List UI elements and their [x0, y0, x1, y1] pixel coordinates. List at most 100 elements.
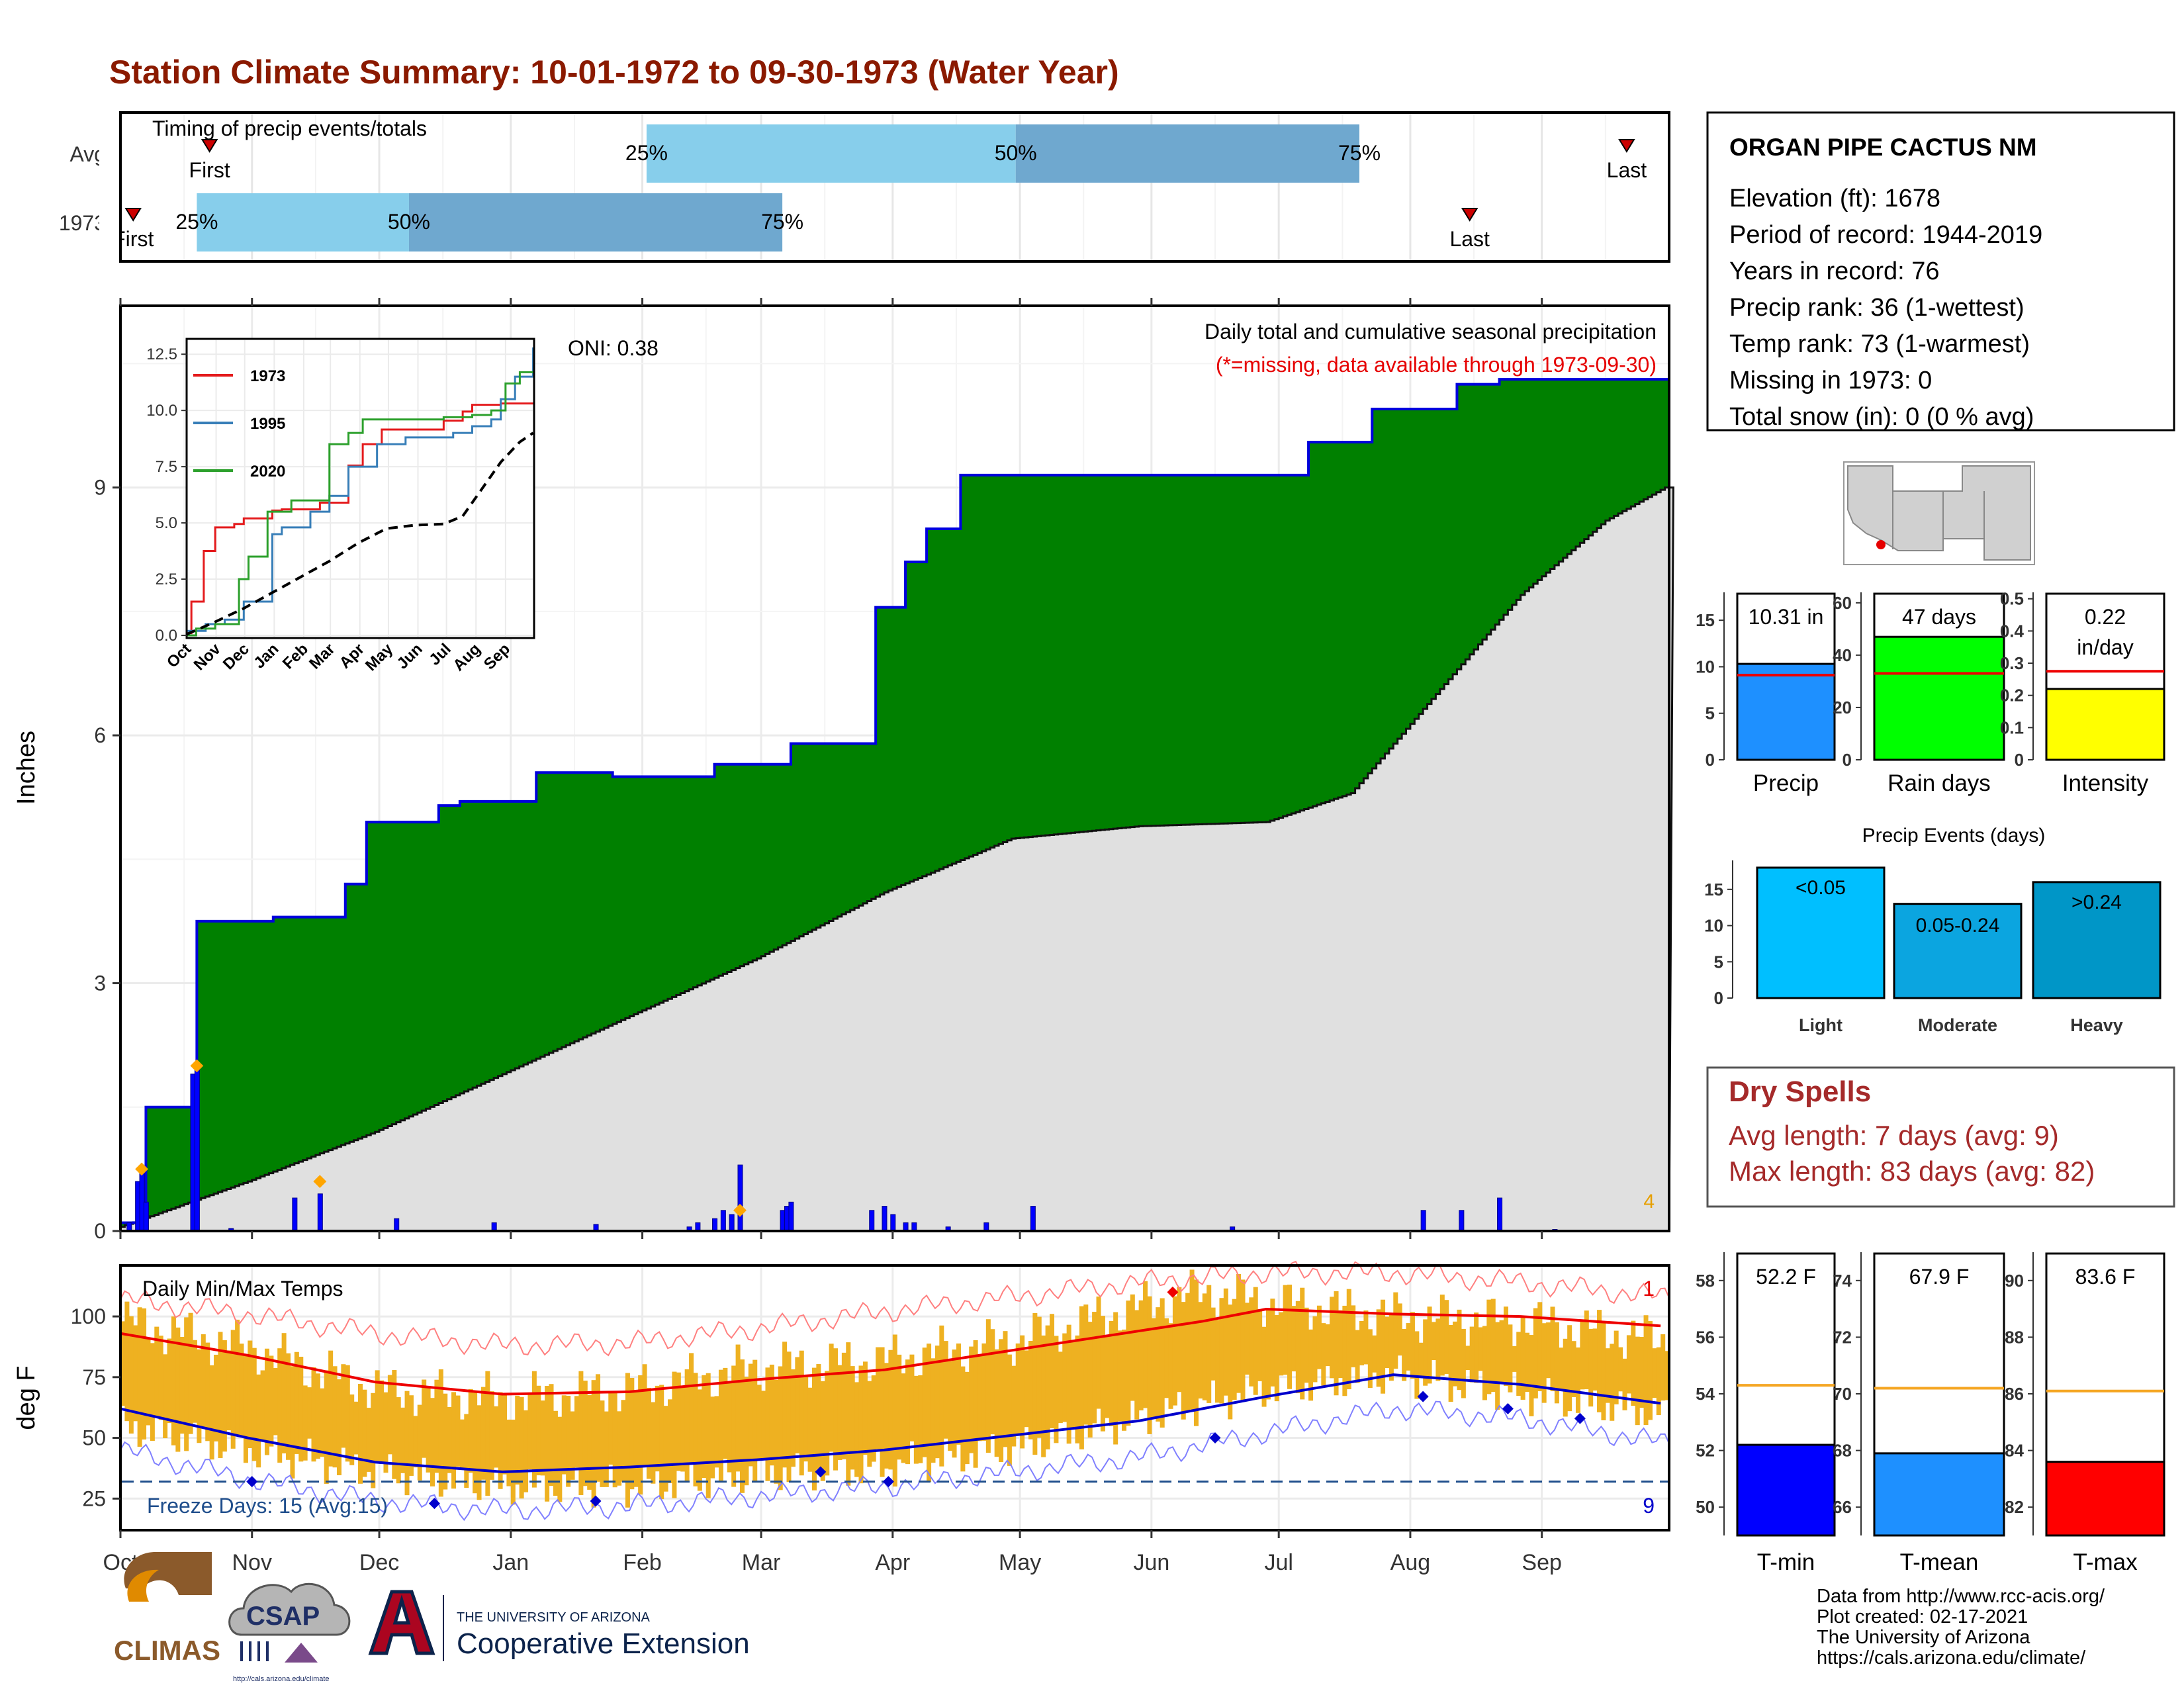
precip-events-bar-label-light: <0.05 [1796, 877, 1846, 899]
dry-spell-max-length: Max length: 83 days (avg: 82) [1729, 1156, 2095, 1187]
tmean-y-tick-label-1: 66 [1833, 1497, 1852, 1517]
temp-daily-bar [1105, 1335, 1110, 1418]
temp-daily-bar [1062, 1333, 1068, 1422]
temp-daily-bar [345, 1365, 350, 1462]
daily-precip-bar [1459, 1210, 1465, 1232]
inset-y-ticks: 0.0 2.5 5.0 7.5 10.0 12.5 [146, 345, 187, 645]
station-location-marker [1876, 540, 1886, 549]
temp-daily-bar [612, 1393, 617, 1488]
temp-daily-bar [617, 1411, 622, 1486]
precip-y-tick-label-9: 9 [94, 476, 106, 500]
tmean-y-tick-label-2: 86 [2005, 1384, 2024, 1404]
temp-daily-bar [1393, 1292, 1398, 1369]
timing-bars [197, 124, 1359, 251]
temp-daily-bar [1376, 1309, 1381, 1387]
temp-daily-bar [324, 1370, 329, 1484]
season-total-y-tick-label-2: 0.5 [2000, 589, 2024, 609]
temp-daily-bar [943, 1341, 948, 1439]
temp-daily-bar [1418, 1342, 1424, 1377]
precip-daily-bars [126, 1059, 1558, 1232]
temp-daily-bar [464, 1414, 469, 1488]
timing-row-label-1973: 1973 [59, 211, 106, 235]
temp-panel-title: Daily Min/Max Temps [142, 1277, 343, 1301]
temp-daily-bar [1066, 1324, 1071, 1444]
temp-daily-bar [1397, 1303, 1402, 1356]
precip-events-bar-heavy [2032, 881, 2161, 999]
temp-daily-bar [235, 1319, 240, 1436]
temp-daily-bar [332, 1366, 338, 1468]
temp-daily-bar [1406, 1323, 1411, 1371]
inset-y-tick-label: 7.5 [156, 458, 177, 476]
temp-daily-bar [1490, 1299, 1496, 1393]
temp-daily-bar [825, 1371, 830, 1476]
temp-daily-bar [226, 1350, 232, 1431]
temp-daily-bar [451, 1392, 457, 1489]
temp-y-tick-label-100: 100 [71, 1304, 106, 1328]
temp-daily-bar [154, 1326, 159, 1418]
dry-spells-frame [1706, 1066, 2175, 1208]
timing-left-mask [99, 113, 120, 261]
temp-daily-bar [1537, 1302, 1543, 1392]
temp-daily-bar [302, 1385, 308, 1461]
footer-line-university: The University of Arizona [1817, 1627, 2030, 1648]
temp-daily-bar [714, 1396, 719, 1468]
temp-daily-bar [697, 1389, 702, 1491]
temp-daily-bar [1054, 1336, 1059, 1443]
daily-precip-bar [788, 1201, 794, 1232]
temp-daily-bar [510, 1420, 516, 1505]
temp-x-tick-label-jul: Jul [1264, 1550, 1293, 1575]
tmean-y-tick-label-0: 54 [1696, 1384, 1715, 1404]
season-total-label-2: Intensity [2062, 770, 2149, 796]
temp-daily-bar [1614, 1330, 1619, 1404]
temp-daily-bar [142, 1308, 147, 1440]
season-total-y-tick-label-2: 0 [2015, 750, 2024, 770]
tmean-label-1: T-mean [1900, 1549, 1979, 1575]
temp-daily-bar [909, 1354, 915, 1441]
temp-daily-bar [871, 1375, 876, 1462]
csap-logo: CSAP http://cals.arizona.edu/climate [228, 1582, 351, 1683]
temp-daily-bar [1283, 1285, 1288, 1375]
daily-precip-bar [737, 1164, 743, 1232]
temp-daily-bar [519, 1396, 524, 1499]
temp-daily-bar [392, 1370, 397, 1479]
temp-daily-bar [1015, 1343, 1021, 1434]
temp-daily-bar [459, 1419, 465, 1469]
temp-daily-bar [1321, 1323, 1326, 1386]
temp-daily-bar [1453, 1321, 1458, 1387]
temp-daily-bar [1469, 1326, 1475, 1383]
timing-q50-label-1: 50% [388, 210, 430, 234]
temp-daily-bar [1338, 1310, 1343, 1379]
inset-series-line-1995 [187, 347, 535, 632]
temp-daily-bar [260, 1370, 265, 1441]
temp-daily-bar [1631, 1320, 1636, 1406]
temp-daily-bar [1003, 1331, 1008, 1447]
temp-daily-bar [1643, 1315, 1649, 1426]
temp-daily-bar [175, 1327, 181, 1452]
temp-daily-bar [948, 1361, 953, 1451]
temp-daily-bar [1265, 1309, 1271, 1400]
temp-daily-bar [1312, 1316, 1318, 1383]
temp-daily-bar [931, 1358, 936, 1463]
temp-daily-bar [468, 1389, 473, 1473]
dry-spells-title: Dry Spells [1729, 1075, 1871, 1108]
temp-daily-bar [1011, 1365, 1017, 1447]
temp-daily-bar [1325, 1324, 1330, 1367]
daily-precip-bar [720, 1210, 726, 1232]
tmean-value-label-2: 83.6 F [2075, 1265, 2136, 1289]
temp-daily-bar [184, 1317, 189, 1451]
temp-daily-bar [1032, 1313, 1038, 1455]
temp-daily-bar [383, 1392, 388, 1473]
temp-daily-bar [281, 1333, 287, 1453]
temp-daily-bar [341, 1364, 346, 1448]
map-state-borders [1892, 491, 1985, 549]
temp-daily-bar [1028, 1340, 1033, 1440]
tmean-y-tick-label-1: 68 [1833, 1441, 1852, 1461]
temp-daily-bar [311, 1367, 316, 1462]
temp-daily-bar [964, 1371, 970, 1465]
temp-daily-bar [1444, 1300, 1449, 1374]
temp-daily-bar [413, 1416, 418, 1468]
temp-daily-bar [642, 1364, 647, 1467]
temp-daily-bar [133, 1325, 138, 1422]
precip-events-y-tick-label-5: 5 [1714, 952, 1723, 972]
